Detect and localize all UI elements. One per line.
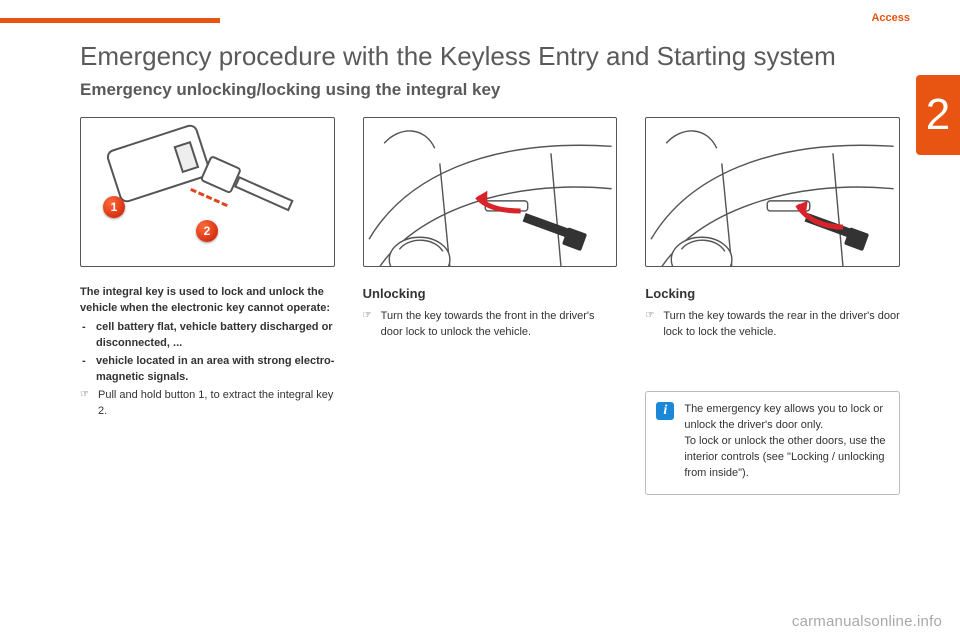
bullet-2: vehicle located in an area with strong e…	[80, 354, 335, 386]
col-integral-key: 1 2 The integral key is used to lock and…	[80, 117, 335, 495]
intro-action: Pull and hold button 1, to extract the i…	[80, 388, 335, 420]
header-section-label: Access	[871, 12, 910, 24]
top-orange-rule	[0, 18, 220, 23]
intro-text: The integral key is used to lock and unl…	[80, 285, 335, 317]
section-number-tab: 2	[916, 75, 960, 155]
marker-1: 1	[103, 196, 125, 218]
columns: 1 2 The integral key is used to lock and…	[80, 117, 900, 495]
locking-text: Locking Turn the key towards the rear in…	[645, 285, 900, 342]
locking-heading: Locking	[645, 285, 900, 304]
info-icon: i	[656, 402, 674, 420]
unlocking-action: Turn the key towards the front in the dr…	[363, 309, 618, 341]
intro-text-block: The integral key is used to lock and unl…	[80, 285, 335, 421]
marker-2: 2	[196, 220, 218, 242]
info-text: The emergency key allows you to lock or …	[684, 402, 887, 482]
intro-bullets: cell battery flat, vehicle battery disch…	[80, 320, 335, 386]
col-unlocking: Unlocking Turn the key towards the front…	[363, 117, 618, 495]
figure-fob-key: 1 2	[80, 117, 335, 267]
watermark: carmanualsonline.info	[792, 613, 942, 630]
page-subtitle: Emergency unlocking/locking using the in…	[80, 79, 900, 101]
info-line-1: The emergency key allows you to lock or …	[684, 403, 883, 431]
car-door-lock-svg	[646, 118, 899, 267]
intro-action-text: Pull and hold button 1, to extract the i…	[80, 388, 335, 420]
car-door-unlock-svg	[364, 118, 617, 267]
unlocking-heading: Unlocking	[363, 285, 618, 304]
locking-action: Turn the key towards the rear in the dri…	[645, 309, 900, 341]
page-title: Emergency procedure with the Keyless Ent…	[80, 40, 900, 73]
figure-unlocking	[363, 117, 618, 267]
bullet-1: cell battery flat, vehicle battery disch…	[80, 320, 335, 352]
unlocking-text: Unlocking Turn the key towards the front…	[363, 285, 618, 342]
info-box: i The emergency key allows you to lock o…	[645, 391, 900, 495]
figure-locking	[645, 117, 900, 267]
page-content: Emergency procedure with the Keyless Ent…	[80, 40, 900, 495]
key-blade-shape	[197, 149, 305, 226]
info-line-2: To lock or unlock the other doors, use t…	[684, 435, 885, 479]
col-locking: Locking Turn the key towards the rear in…	[645, 117, 900, 495]
